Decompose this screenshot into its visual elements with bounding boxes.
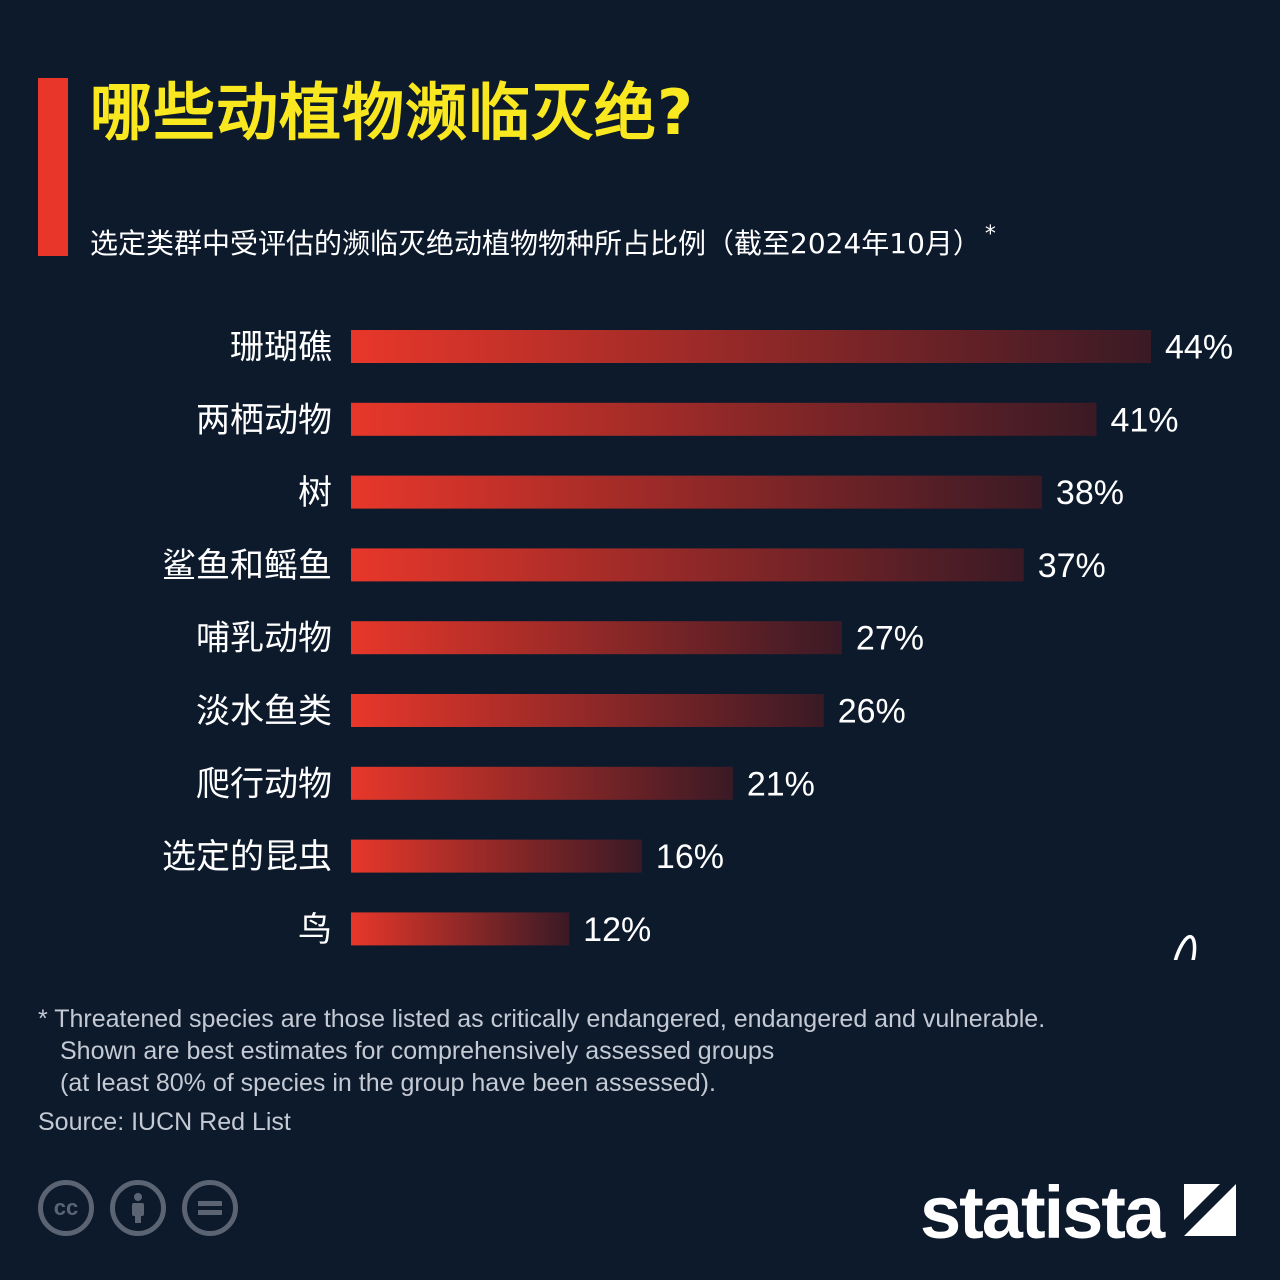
value-label: 41% xyxy=(1110,401,1178,439)
white-coral-icon xyxy=(1173,935,1197,960)
no-derivatives-icon[interactable] xyxy=(182,1180,238,1236)
chart-title: 哪些动植物濒临灭绝? xyxy=(90,76,694,149)
footnote-line-2: Shown are best estimates for comprehensi… xyxy=(60,1037,775,1065)
bar xyxy=(351,548,1024,582)
attribution-icon[interactable] xyxy=(110,1180,166,1236)
bar xyxy=(351,912,570,946)
coral-illustration xyxy=(1173,935,1197,960)
bar xyxy=(351,766,733,800)
value-label: 37% xyxy=(1038,547,1106,585)
creative-commons-icon[interactable]: cc xyxy=(38,1180,94,1236)
bar xyxy=(351,839,642,873)
statista-logo-icon xyxy=(1184,1184,1236,1236)
bar xyxy=(351,330,1151,363)
value-label: 16% xyxy=(656,838,724,876)
brand-logo[interactable]: statista xyxy=(920,1171,1165,1254)
footnote-line-1: * Threatened species are those listed as… xyxy=(38,1005,1046,1033)
chart-subtitle: 选定类群中受评估的濒临灭绝动植物物种所占比例（截至2024年10月） * xyxy=(90,222,996,262)
bar xyxy=(351,402,1097,436)
license-icons: cc xyxy=(38,1180,238,1236)
subtitle-text: 选定类群中受评估的濒临灭绝动植物物种所占比例（截至2024年10月） xyxy=(90,227,981,260)
category-label: 哺乳动物 xyxy=(196,619,332,659)
value-label: 26% xyxy=(838,693,906,731)
bar-chart: 珊瑚礁 44% 两栖动物 41% 树 38% 鲨鱼和鳐鱼 37% 哺乳动物 27% 淡水鱼类 26% 爬… xyxy=(162,328,1233,960)
value-label: 12% xyxy=(583,911,651,949)
footnote-line-3: (at least 80% of species in the group ha… xyxy=(60,1069,716,1097)
value-label: 44% xyxy=(1165,329,1233,367)
value-label: 38% xyxy=(1056,474,1124,512)
bar xyxy=(351,694,824,727)
subtitle-marker: * xyxy=(984,222,996,247)
value-label: 21% xyxy=(747,765,815,803)
bar xyxy=(351,475,1042,509)
category-label: 选定的昆虫 xyxy=(162,837,332,877)
category-label: 两栖动物 xyxy=(196,400,332,440)
category-label: 鲨鱼和鳐鱼 xyxy=(162,546,332,586)
category-label: 树 xyxy=(298,473,332,513)
category-label: 鸟 xyxy=(298,910,332,950)
category-label: 珊瑚礁 xyxy=(230,328,332,368)
value-label: 27% xyxy=(856,620,924,658)
category-label: 淡水鱼类 xyxy=(196,692,332,732)
category-label: 爬行动物 xyxy=(196,764,332,804)
bar-group: 珊瑚礁 44% 两栖动物 41% 树 38% 鲨鱼和鳐鱼 37% 哺乳动物 27% 淡水鱼类 26% 爬… xyxy=(162,328,1233,950)
footnote: * Threatened species are those listed as… xyxy=(38,1003,1045,1099)
accent-bar xyxy=(38,78,68,256)
source-text: Source: IUCN Red List xyxy=(38,1108,291,1136)
bar xyxy=(351,621,842,655)
